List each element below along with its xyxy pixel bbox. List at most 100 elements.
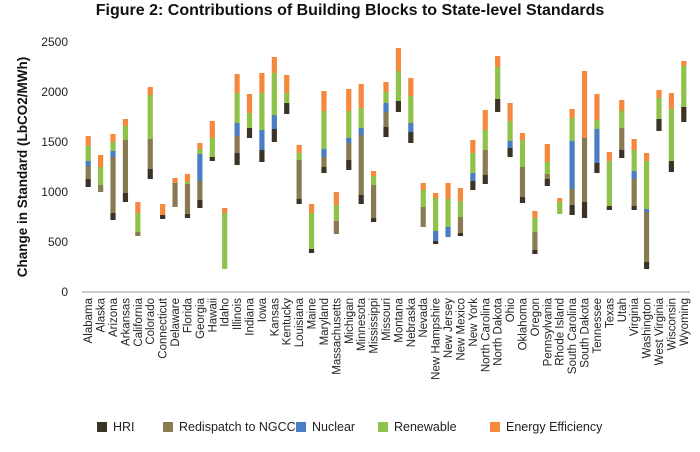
bar-segment: [85, 166, 91, 179]
bar-segment: [296, 153, 302, 160]
x-tick-label: Hawaii: [207, 298, 219, 333]
bar-segment: [383, 112, 389, 127]
x-tick-label: Connecticut: [158, 297, 170, 359]
x-tick-label: Nevada: [418, 297, 430, 337]
x-tick-label: Indiana: [245, 297, 257, 335]
x-tick-label: Virginia: [629, 297, 641, 336]
bar-segment: [532, 232, 538, 250]
bar-segment: [569, 118, 575, 141]
x-tick-label: Nebraska: [406, 297, 418, 347]
legend-label: HRI: [113, 420, 135, 434]
bar-segment: [569, 141, 575, 189]
x-tick-label: Louisiana: [294, 297, 306, 347]
bar-segment: [110, 151, 116, 157]
bar-segment: [122, 193, 129, 202]
bar-segment: [209, 157, 215, 161]
bar-segment: [85, 146, 91, 161]
bar-segment: [271, 73, 277, 115]
bar-segment: [85, 161, 91, 166]
bar-segment: [246, 94, 253, 113]
bar-segment: [619, 111, 625, 128]
x-tick-label: Kansas: [269, 298, 281, 337]
bar-segment: [370, 218, 377, 222]
bar-segment: [519, 197, 526, 203]
bar-segment: [395, 48, 402, 71]
bar-segment: [532, 211, 538, 218]
bar-segment: [321, 167, 327, 173]
bar-segment: [147, 139, 153, 169]
bar-segment: [98, 185, 104, 192]
bar-segment: [383, 127, 389, 137]
x-tick-label: Massachusetts: [331, 298, 343, 375]
bar-segment: [246, 128, 253, 138]
bar-segment: [482, 175, 488, 184]
x-tick-label: New Mexico: [455, 298, 467, 361]
x-tick-label: Wyoming: [679, 298, 691, 346]
bar-segment: [643, 153, 650, 161]
y-tick-label: 500: [48, 235, 68, 249]
bar-segment: [197, 154, 203, 181]
bar-segment: [495, 56, 501, 67]
bar-segment: [259, 150, 265, 162]
legend-swatch: [490, 422, 500, 432]
bar-segment: [358, 84, 364, 108]
bar-segment: [569, 109, 575, 118]
bar-segment: [420, 183, 426, 190]
bar-segment: [197, 181, 203, 200]
bar-segment: [457, 233, 464, 236]
bar-segment: [433, 198, 439, 231]
bar-segment: [681, 66, 687, 107]
bar-segment: [544, 144, 550, 162]
x-tick-label: South Dakota: [580, 297, 592, 367]
bar-segment: [619, 100, 625, 111]
bar-segment: [296, 160, 302, 199]
bar-segment: [643, 212, 650, 262]
bar-segment: [346, 160, 352, 170]
bar-segment: [346, 138, 352, 143]
x-tick-label: Minnesota: [356, 297, 368, 351]
x-tick-label: Delaware: [170, 298, 182, 347]
bar-segment: [234, 123, 240, 136]
bar-segment: [457, 201, 464, 217]
bar-segment: [98, 167, 104, 185]
bar-segment: [296, 199, 302, 204]
bar-segment: [594, 94, 600, 120]
bar-segment: [594, 163, 600, 173]
x-tick-label: Tennessee: [592, 298, 604, 354]
bar-segment: [110, 134, 116, 142]
x-tick-label: Texas: [604, 298, 616, 328]
x-tick-label: Missouri: [381, 298, 393, 341]
bar-segment: [619, 128, 625, 150]
bar-segment: [470, 181, 476, 190]
y-tick-label: 1500: [41, 135, 68, 149]
bar-segment: [147, 169, 153, 179]
bar-segment: [656, 119, 662, 131]
bar-segment: [656, 90, 662, 98]
x-tick-label: Iowa: [257, 297, 269, 322]
x-tick-label: North Carolina: [480, 297, 492, 372]
legend-swatch: [97, 422, 107, 432]
legend-label: Nuclear: [312, 420, 355, 434]
x-tick-label: Florida: [182, 297, 194, 333]
bar-segment: [643, 161, 650, 209]
bar-segment: [631, 179, 637, 206]
bar-segment: [569, 189, 575, 205]
x-tick-label: New Jersey: [443, 298, 455, 358]
bar-segment: [420, 190, 426, 207]
bar-segment: [246, 113, 253, 128]
x-tick-label: New York: [468, 298, 480, 347]
bar-segment: [271, 57, 277, 73]
bar-segment: [656, 98, 662, 119]
x-tick-label: Alaska: [96, 297, 108, 332]
bar-segment: [308, 204, 315, 213]
bar-segment: [606, 152, 612, 161]
bar-segment: [346, 111, 352, 138]
bar-segment: [433, 193, 439, 198]
bar-segment: [172, 178, 178, 183]
x-tick-label: Washington: [642, 298, 654, 358]
x-tick-label: South Carolina: [567, 297, 579, 374]
bar-segment: [135, 213, 141, 232]
bar-segment: [333, 205, 339, 221]
bar-segment: [197, 143, 203, 149]
